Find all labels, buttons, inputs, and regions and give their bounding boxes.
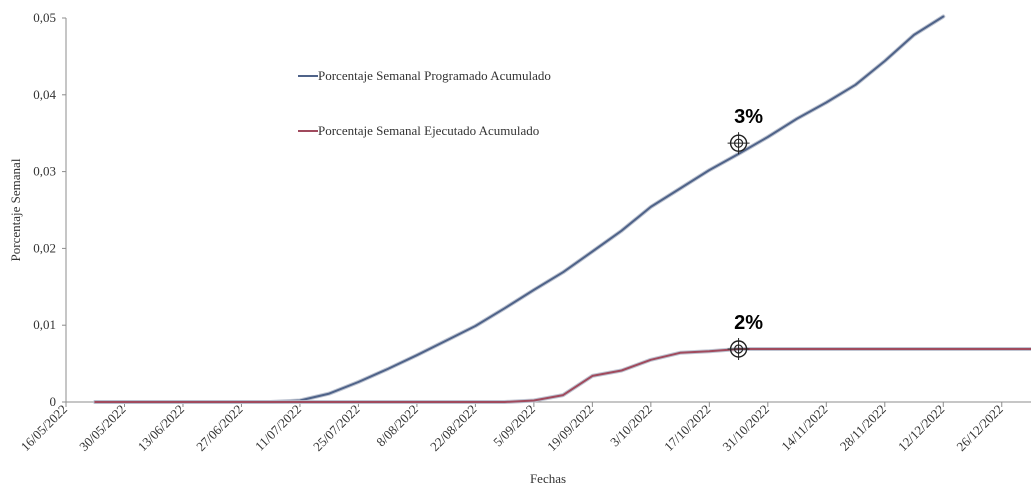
x-tick-label: 28/11/2022 — [837, 402, 889, 454]
x-tick-label: 12/12/2022 — [895, 402, 947, 454]
annotation-label: 2% — [734, 312, 763, 334]
legend: Porcentaje Semanal Programado Acumulado P… — [298, 68, 551, 138]
x-tick-label: 5/09/2022 — [490, 402, 538, 450]
target-marker-icon — [727, 338, 750, 361]
legend-label: Porcentaje Semanal Ejecutado Acumulado — [318, 123, 539, 138]
x-tick-label: 30/05/2022 — [76, 402, 128, 454]
x-axis: 16/05/2022 30/05/2022 13/06/2022 27/06/2022… — [18, 401, 1031, 454]
legend-label: Porcentaje Semanal Programado Acumulado — [318, 68, 551, 83]
series-line-2 — [94, 348, 1031, 403]
x-tick-label: 31/10/2022 — [719, 402, 771, 454]
y-tick-label: 0,01 — [33, 317, 56, 332]
target-marker-icon — [727, 132, 750, 155]
x-tick-label: 14/11/2022 — [778, 402, 830, 454]
x-tick-label: 19/09/2022 — [544, 402, 596, 454]
x-tick-label: 16/05/2022 — [18, 402, 70, 454]
x-tick-label: 26/12/2022 — [953, 402, 1005, 454]
y-tick-label: 0,02 — [33, 240, 56, 255]
annotation-label: 3% — [734, 106, 763, 128]
annotations: 3% 2% — [727, 106, 763, 361]
x-tick-label: 3/10/2022 — [607, 402, 655, 450]
y-axis-title: Porcentaje Semanal — [8, 158, 23, 261]
x-axis-title: Fechas — [530, 471, 566, 486]
y-axis: 0 0,01 0,02 0,03 0,04 0,05 — [33, 10, 67, 409]
x-tick-label: 8/08/2022 — [373, 402, 421, 450]
y-tick-label: 0 — [50, 394, 57, 409]
series-lines — [93, 14, 1031, 404]
x-tick-label: 17/10/2022 — [661, 402, 713, 454]
y-tick-label: 0,05 — [33, 10, 56, 25]
x-tick-label: 11/07/2022 — [252, 402, 304, 454]
y-tick-label: 0,03 — [33, 164, 56, 179]
y-tick-label: 0,04 — [33, 87, 56, 102]
x-tick-label: 27/06/2022 — [193, 402, 245, 454]
x-tick-label: 25/07/2022 — [310, 402, 362, 454]
x-tick-label: 22/08/2022 — [427, 402, 479, 454]
x-tick-label: 13/06/2022 — [135, 402, 187, 454]
